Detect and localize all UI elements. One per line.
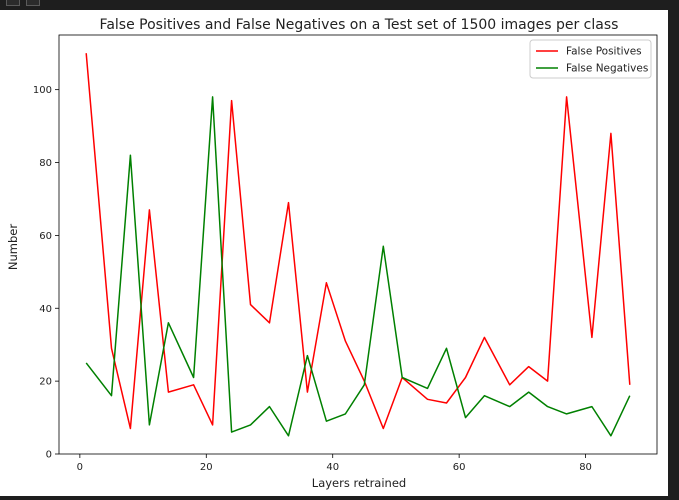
y-tick-label: 80 [39, 158, 52, 169]
series-line-false-negatives [85, 96, 631, 437]
y-tick-label: 0 [46, 450, 52, 461]
toolbar-square-icon[interactable] [26, 0, 40, 6]
series-line-false-positives [85, 53, 631, 430]
toolbar [0, 0, 679, 10]
x-tick-label: 0 [77, 462, 83, 473]
axes: 0 20 40 60 80 0 20 40 60 80 100 [33, 34, 658, 473]
toolbar-square-icon[interactable] [6, 0, 20, 6]
series-lines [85, 53, 631, 437]
line-chart: False Positives and False Negatives on a… [6, 17, 658, 490]
x-tick-label: 80 [579, 462, 592, 473]
legend-label: False Negatives [566, 63, 648, 75]
y-tick-label: 20 [39, 377, 52, 388]
chart-title: False Positives and False Negatives on a… [100, 17, 619, 33]
y-axis-label: Number [6, 224, 20, 270]
legend-label: False Positives [566, 46, 642, 58]
x-tick-label: 60 [453, 462, 466, 473]
legend-box [529, 39, 652, 79]
y-tick-label: 40 [39, 304, 52, 315]
y-tick-label: 60 [39, 231, 52, 242]
y-tick-label: 100 [33, 85, 52, 96]
legend: False Positives False Negatives [529, 39, 652, 79]
x-axis-label: Layers retrained [312, 476, 406, 490]
plot-frame [58, 34, 658, 455]
chart-canvas: False Positives and False Negatives on a… [0, 10, 668, 496]
x-tick-label: 40 [326, 462, 339, 473]
x-tick-label: 20 [200, 462, 213, 473]
